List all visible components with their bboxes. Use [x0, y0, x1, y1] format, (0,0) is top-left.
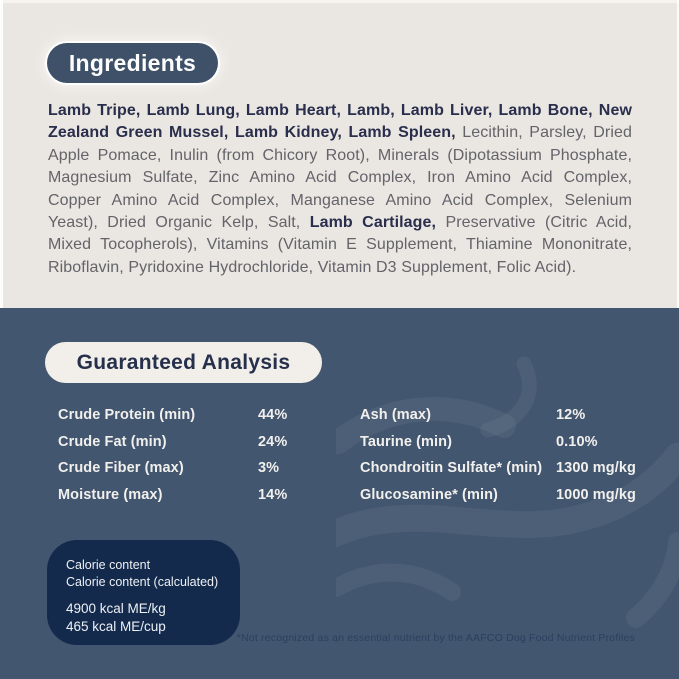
- analysis-row: Taurine (min) 0.10%: [360, 429, 672, 456]
- analysis-row: Crude Protein (min) 44%: [58, 402, 358, 429]
- ingredients-paragraph: Lamb Tripe, Lamb Lung, Lamb Heart, Lamb,…: [48, 100, 632, 279]
- ingredients-line: Magnesium Sulfate, Zinc Amino Acid Compl…: [48, 167, 632, 189]
- ingredients-line: Apple Pomace, Inulin (from Chicory Root)…: [48, 145, 632, 167]
- ingredients-line: Copper Amino Acid Complex, Manganese Ami…: [48, 190, 632, 212]
- ingredients-line: Lamb Tripe, Lamb Lung, Lamb Heart, Lamb,…: [48, 100, 632, 122]
- analysis-row-value: 1300 mg/kg: [556, 460, 636, 477]
- analysis-row: Crude Fiber (max) 3%: [58, 455, 358, 482]
- analysis-row-label: Chondroitin Sulfate* (min): [360, 460, 543, 477]
- ingredient-primary-segment: Lamb Cartilage,: [300, 214, 437, 232]
- calorie-value-lines: 4900 kcal ME/kg 465 kcal ME/cup: [66, 600, 240, 636]
- ingredients-heading: Ingredients: [68, 49, 197, 76]
- analysis-row-value: 12%: [556, 407, 586, 424]
- analysis-row-value: 3%: [258, 460, 280, 477]
- analysis-row: Chondroitin Sulfate* (min) 1300 mg/kg: [360, 455, 672, 482]
- calorie-value-line: 465 kcal ME/cup: [66, 619, 166, 634]
- analysis-column-right: Ash (max) 12% Taurine (min) 0.10% Chondroiti…: [360, 402, 672, 508]
- ingredient-segment: Lecithin, Parsley, Dried: [455, 124, 632, 142]
- calorie-content-box: Calorie content Calorie content (calculat…: [47, 540, 240, 645]
- analysis-column-left: Crude Protein (min) 44% Crude Fat (min) 24%…: [58, 402, 358, 508]
- ingredient-primary-segment: Lamb Tripe, Lamb Lung, Lamb Heart, Lamb,…: [48, 102, 632, 119]
- ingredient-segment: Copper Amino Acid Complex, Manganese Ami…: [48, 191, 632, 209]
- analysis-row-value: 24%: [258, 433, 288, 450]
- guaranteed-analysis-section: Guaranteed Analysis Crude Protein (min) 4…: [0, 308, 679, 679]
- calorie-title-line: Calorie content: [66, 558, 151, 572]
- ingredients-line: Zealand Green Mussel, Lamb Kidney, Lamb …: [48, 122, 632, 144]
- ingredient-segment: Riboflavin, Pyridoxine Hydrochloride, Vi…: [48, 258, 577, 276]
- analysis-row-value: 0.10%: [556, 433, 598, 450]
- calorie-value-line: 4900 kcal ME/kg: [66, 601, 166, 616]
- analysis-row-label: Ash (max): [360, 407, 431, 424]
- calorie-title-lines: Calorie content Calorie content (calculat…: [66, 557, 240, 591]
- ingredients-line: Yeast), Dried Organic Kelp, Salt, Lamb C…: [48, 212, 632, 234]
- ingredients-section: Ingredients Lamb Tripe, Lamb Lung, Lamb …: [0, 0, 679, 308]
- ingredient-segment: Preservative (Citric Acid,: [436, 214, 632, 232]
- ingredient-segment: Apple Pomace, Inulin (from Chicory Root)…: [48, 146, 632, 164]
- calorie-title-line: Calorie content (calculated): [66, 575, 219, 589]
- ingredient-segment: Magnesium Sulfate, Zinc Amino Acid Compl…: [48, 169, 632, 187]
- analysis-row-label: Crude Protein (min): [58, 407, 196, 424]
- aafco-footnote: *Not recognized as an essential nutrient…: [236, 632, 635, 644]
- analysis-row: Moisture (max) 14%: [58, 482, 358, 509]
- ingredient-primary-segment: Zealand Green Mussel, Lamb Kidney, Lamb …: [48, 124, 456, 142]
- analysis-row: Crude Fat (min) 24%: [58, 429, 358, 456]
- analysis-row-value: 14%: [258, 486, 288, 503]
- ingredient-segment: Yeast), Dried Organic Kelp, Salt,: [48, 214, 301, 232]
- analysis-row: Glucosamine* (min) 1000 mg/kg: [360, 482, 672, 509]
- guaranteed-analysis-heading: Guaranteed Analysis: [76, 350, 291, 374]
- analysis-row-value: 1000 mg/kg: [556, 486, 636, 503]
- ingredients-heading-pill: Ingredients: [47, 43, 218, 83]
- analysis-row-label: Crude Fat (min): [58, 433, 167, 450]
- analysis-row-label: Crude Fiber (max): [58, 460, 184, 477]
- guaranteed-analysis-heading-pill: Guaranteed Analysis: [45, 342, 322, 383]
- ingredients-line: Mixed Tocopherols), Vitamins (Vitamin E …: [48, 234, 632, 256]
- analysis-row-label: Glucosamine* (min): [360, 486, 498, 503]
- analysis-row-value: 44%: [258, 407, 288, 424]
- analysis-row: Ash (max) 12%: [360, 402, 672, 429]
- ingredients-line: Riboflavin, Pyridoxine Hydrochloride, Vi…: [48, 257, 632, 279]
- analysis-row-label: Taurine (min): [360, 433, 453, 450]
- analysis-row-label: Moisture (max): [58, 486, 163, 503]
- ingredient-segment: Mixed Tocopherols), Vitamins (Vitamin E …: [48, 236, 632, 254]
